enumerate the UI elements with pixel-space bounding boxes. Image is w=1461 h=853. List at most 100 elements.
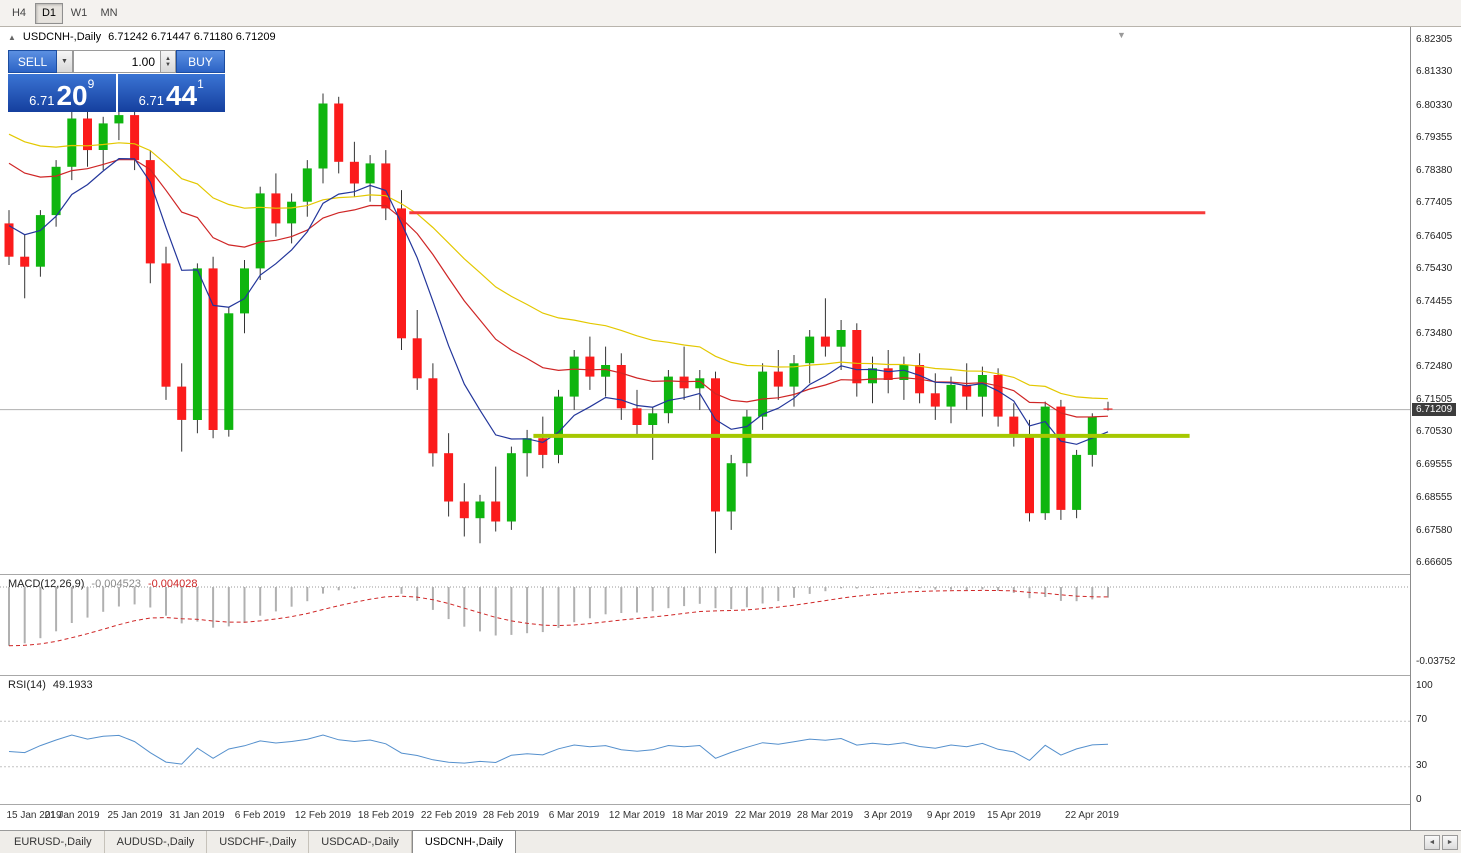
- time-axis-label: 21 Jan 2019: [44, 810, 100, 821]
- sell-price-point: 9: [87, 77, 95, 91]
- macd-main-value: -0.004523: [91, 578, 141, 590]
- chart-tab-bar: EURUSD-,Daily AUDUSD-,Daily USDCHF-,Daily U…: [0, 830, 1461, 853]
- buy-price-pips: 44: [165, 80, 198, 112]
- time-axis-label: 25 Jan 2019: [107, 810, 163, 821]
- buy-price-display[interactable]: 6.71 44 1: [117, 74, 225, 112]
- time-axis-label: 22 Feb 2019: [420, 810, 478, 821]
- moving-average-34: [8, 133, 1109, 400]
- time-axis-label: 22 Mar 2019: [734, 810, 792, 821]
- time-axis-label: 18 Feb 2019: [357, 810, 415, 821]
- candles: [4, 93, 1113, 554]
- rsi-indicator-panel[interactable]: [0, 675, 1410, 804]
- chart-tab-usdcnh[interactable]: USDCNH-,Daily: [411, 830, 517, 853]
- buy-price-head: 6.71: [138, 92, 164, 108]
- macd-signal-value: -0.004028: [147, 578, 198, 590]
- timeframe-d1-button[interactable]: D1: [35, 2, 63, 24]
- current-price-tag: 6.71209: [1412, 403, 1457, 416]
- price-axis-label: 6.81330: [1416, 66, 1453, 77]
- price-axis-label: 6.76405: [1416, 231, 1453, 242]
- time-axis-label: 31 Jan 2019: [169, 810, 225, 821]
- time-axis-label: 9 Apr 2019: [926, 810, 976, 821]
- chart-tab-usdcad[interactable]: USDCAD-,Daily: [309, 831, 412, 853]
- price-axis-label: 6.79355: [1416, 132, 1453, 143]
- rsi-axis-label: 70: [1416, 714, 1428, 725]
- one-click-collapse-icon[interactable]: ▲: [8, 32, 16, 42]
- rsi-label: RSI(14) 49.1933: [8, 679, 93, 691]
- timeframe-h4-button[interactable]: H4: [11, 7, 27, 19]
- rsi-axis-label: 0: [1416, 794, 1422, 805]
- moving-average-8: [8, 157, 1109, 445]
- price-axis-label: 6.80330: [1416, 100, 1453, 111]
- rsi-axis-label: 30: [1416, 760, 1428, 771]
- price-axis-label: 6.74455: [1416, 296, 1453, 307]
- moving-average-20: [8, 159, 1109, 418]
- buy-button[interactable]: BUY: [176, 50, 225, 73]
- time-axis-label: 6 Mar 2019: [548, 810, 600, 821]
- time-axis-label: 28 Mar 2019: [796, 810, 854, 821]
- price-axis-label: 6.70530: [1416, 426, 1453, 437]
- price-axis-label: 6.73480: [1416, 328, 1453, 339]
- volume-dropdown-icon[interactable]: ▼: [57, 50, 73, 73]
- tabs-scroll-left-button[interactable]: ◄: [1424, 835, 1440, 850]
- price-axis[interactable]: 6.71209 6.82305 6.81330 6.80330 6.79355 6.78…: [1410, 27, 1461, 830]
- price-axis-label: 6.67580: [1416, 525, 1453, 536]
- price-axis-label: 6.69555: [1416, 459, 1453, 470]
- spinner-up-icon[interactable]: ▲: [165, 55, 171, 62]
- rsi-value: 49.1933: [52, 679, 93, 691]
- time-axis-label: 28 Feb 2019: [482, 810, 540, 821]
- time-axis-label: 6 Feb 2019: [234, 810, 286, 821]
- price-axis-label: 6.82305: [1416, 34, 1453, 45]
- timeframe-toolbar: H4 D1 W1 MN: [0, 0, 1461, 27]
- volume-spinner[interactable]: ▲ ▼: [161, 50, 176, 73]
- sell-button[interactable]: SELL: [8, 50, 57, 73]
- price-chart-canvas[interactable]: [0, 27, 1410, 574]
- rsi-name: RSI(14): [8, 679, 46, 691]
- chart-ohlc-label: 6.71242 6.71447 6.71180 6.71209: [108, 31, 276, 43]
- time-axis-label: 22 Apr 2019: [1065, 810, 1119, 821]
- time-axis[interactable]: 15 Jan 2019 21 Jan 2019 25 Jan 2019 31 Jan …: [0, 804, 1410, 830]
- macd-histogram: [8, 586, 1109, 646]
- time-axis-label: 15 Jan 2019: [6, 810, 62, 821]
- tabs-scroll-right-button[interactable]: ►: [1442, 835, 1458, 850]
- chart-tab-audusd[interactable]: AUDUSD-,Daily: [105, 831, 208, 853]
- macd-canvas[interactable]: [0, 575, 1410, 675]
- time-axis-label: 12 Mar 2019: [608, 810, 666, 821]
- price-axis-label: 6.75430: [1416, 263, 1453, 274]
- rsi-axis-label: 100: [1416, 680, 1433, 691]
- macd-indicator-panel[interactable]: [0, 574, 1410, 675]
- chart-shift-icon[interactable]: ▼: [1117, 30, 1126, 40]
- price-axis-label: 6.72480: [1416, 361, 1453, 372]
- time-axis-label: 15 Apr 2019: [987, 810, 1041, 821]
- time-axis-label: 3 Apr 2019: [863, 810, 913, 821]
- timeframe-mn-button[interactable]: MN: [100, 7, 118, 19]
- macd-name: MACD(12,26,9): [8, 578, 85, 590]
- price-chart-panel[interactable]: [0, 27, 1410, 574]
- chart-title: ▲ USDCNH-,Daily 6.71242 6.71447 6.71180 …: [8, 31, 276, 43]
- price-axis-label: 6.68555: [1416, 492, 1453, 503]
- chart-symbol-label: USDCNH-,Daily: [22, 31, 102, 43]
- volume-input[interactable]: [73, 50, 161, 73]
- timeframe-w1-button[interactable]: W1: [70, 7, 88, 19]
- sell-price-display[interactable]: 6.71 20 9: [8, 74, 116, 112]
- price-axis-label: 6.66605: [1416, 557, 1453, 568]
- spinner-down-icon[interactable]: ▼: [165, 61, 171, 68]
- rsi-line: [8, 734, 1109, 765]
- time-axis-label: 18 Mar 2019: [671, 810, 729, 821]
- buy-price-point: 1: [197, 77, 204, 91]
- macd-label: MACD(12,26,9) -0.004523 -0.004028: [8, 578, 198, 590]
- time-axis-label: 12 Feb 2019: [294, 810, 352, 821]
- one-click-prices-row: 6.71 20 9 6.71 44 1: [8, 74, 225, 112]
- chart-tab-eurusd[interactable]: EURUSD-,Daily: [2, 831, 105, 853]
- chart-tab-usdchf[interactable]: USDCHF-,Daily: [207, 831, 310, 853]
- sell-price-pips: 20: [56, 80, 88, 112]
- price-axis-label: 6.77405: [1416, 197, 1453, 208]
- one-click-controls-row: SELL ▼ ▲▼ BUY: [8, 50, 225, 73]
- price-axis-label: 6.71505: [1416, 394, 1453, 405]
- price-axis-label: 6.78380: [1416, 165, 1453, 176]
- macd-axis-label: -0.03752: [1416, 656, 1456, 667]
- rsi-canvas[interactable]: [0, 676, 1410, 804]
- macd-signal-line: [8, 589, 1109, 647]
- one-click-trading-panel: SELL ▼ ▲▼ BUY 6.71 20 9 6.71 44 1: [8, 50, 225, 112]
- sell-price-head: 6.71: [29, 92, 55, 108]
